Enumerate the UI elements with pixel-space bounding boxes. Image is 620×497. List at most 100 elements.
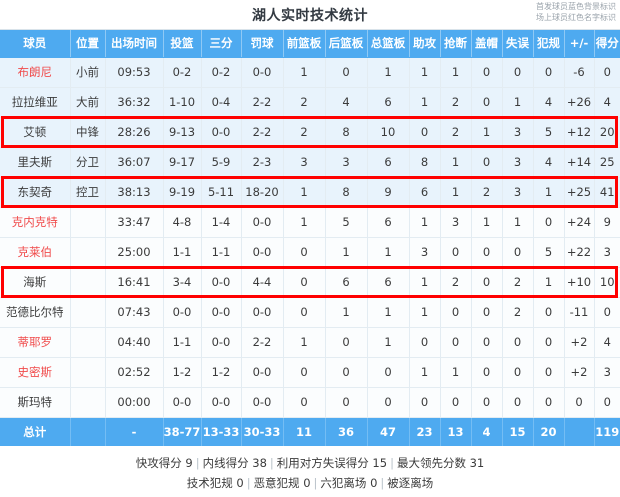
player-name[interactable]: 布朗尼 <box>0 57 71 88</box>
cell-oreb: 1 <box>283 177 326 208</box>
player-name[interactable]: 范德比尔特 <box>0 297 71 328</box>
cell-dreb: 3 <box>325 147 368 178</box>
cell-pm: -11 <box>564 297 595 328</box>
column-header-min[interactable]: 出场时间 <box>105 30 164 58</box>
cell-pts: 0 <box>594 297 620 328</box>
table-row[interactable]: 布朗尼 小前 09:53 0-2 0-2 0-0 1 0 1 1 1 0 0 0 -6 0 <box>0 57 620 88</box>
cell-ast: 6 <box>409 177 441 208</box>
cell-ast: 0 <box>409 327 441 358</box>
cell-pts: 20 <box>594 117 620 148</box>
cell-reb: 1 <box>367 297 410 328</box>
player-name[interactable]: 东契奇 <box>0 177 71 208</box>
table-row[interactable]: 海斯 16:41 3-4 0-0 4-4 0 6 6 1 2 0 2 1 +10 10 <box>0 267 620 298</box>
player-name[interactable]: 里夫斯 <box>0 147 71 178</box>
footer-stat-value: 0 <box>299 476 311 490</box>
total-cell-pts: 119 <box>594 417 620 446</box>
column-header-fg[interactable]: 投篮 <box>163 30 202 58</box>
player-name[interactable]: 海斯 <box>0 267 71 298</box>
cell-pm: +24 <box>564 207 595 238</box>
table-body: 布朗尼 小前 09:53 0-2 0-2 0-0 1 0 1 1 1 0 0 0 -6 0 拉拉维亚 大前 36:3… <box>0 57 620 446</box>
footer-stat-label: 技术犯规 <box>186 476 233 490</box>
cell-ft: 0-0 <box>241 357 284 388</box>
cell-stl: 2 <box>440 267 472 298</box>
cell-tov: 3 <box>502 117 534 148</box>
table-row[interactable]: 克莱伯 25:00 1-1 1-1 0-0 0 1 1 3 0 0 0 5 +22 3 <box>0 237 620 268</box>
column-header-pm[interactable]: +/- <box>564 30 595 58</box>
cell-tov: 2 <box>502 297 534 328</box>
cell-pos: 小前 <box>70 57 106 88</box>
column-header-dreb[interactable]: 后篮板 <box>325 30 368 58</box>
cell-pts: 25 <box>594 147 620 178</box>
cell-tp: 0-2 <box>201 57 242 88</box>
table-row[interactable]: 范德比尔特 07:43 0-0 0-0 0-0 0 1 1 1 0 0 2 0 -11 0 <box>0 297 620 328</box>
table-row[interactable]: 斯玛特 00:00 0-0 0-0 0-0 0 0 0 0 0 0 0 0 0 0 <box>0 387 620 418</box>
footer-stat-value: 15 <box>368 456 388 470</box>
player-name[interactable]: 拉拉维亚 <box>0 87 71 118</box>
column-header-pf[interactable]: 犯规 <box>533 30 565 58</box>
cell-tp: 5-11 <box>201 177 242 208</box>
footer-stat-label: 内线得分 <box>202 456 249 470</box>
column-header-reb[interactable]: 总篮板 <box>367 30 410 58</box>
table-row[interactable]: 艾顿 中锋 28:26 9-13 0-0 2-2 2 8 10 0 2 1 3 5 +12 20 <box>0 117 620 148</box>
cell-pm: +2 <box>564 327 595 358</box>
cell-tp: 0-0 <box>201 297 242 328</box>
cell-fg: 1-1 <box>163 237 202 268</box>
legend-note: 首发球员蓝色背景标识 场上球员红色名字标识 <box>536 1 616 23</box>
cell-pm: +2 <box>564 357 595 388</box>
cell-pf: 5 <box>533 117 565 148</box>
column-header-ft[interactable]: 罚球 <box>241 30 284 58</box>
column-header-oreb[interactable]: 前篮板 <box>283 30 326 58</box>
cell-blk: 0 <box>471 87 503 118</box>
cell-pts: 4 <box>594 327 620 358</box>
total-cell-oreb: 11 <box>283 417 326 446</box>
cell-oreb: 1 <box>283 327 326 358</box>
cell-reb: 1 <box>367 57 410 88</box>
footer-separator: | <box>246 476 251 490</box>
column-header-blk[interactable]: 盖帽 <box>471 30 503 58</box>
cell-dreb: 5 <box>325 207 368 238</box>
table-row[interactable]: 里夫斯 分卫 36:07 9-17 5-9 2-3 3 3 6 8 1 0 3 4 +14 25 <box>0 147 620 178</box>
cell-ft: 18-20 <box>241 177 284 208</box>
cell-fg: 0-0 <box>163 297 202 328</box>
cell-pts: 9 <box>594 207 620 238</box>
column-header-ast[interactable]: 助攻 <box>409 30 441 58</box>
table-row[interactable]: 史密斯 02:52 1-2 1-2 0-0 0 0 0 1 1 0 0 0 +2 3 <box>0 357 620 388</box>
page-title: 湖人实时技术统计 <box>252 8 368 24</box>
cell-tp: 0-4 <box>201 87 242 118</box>
player-name[interactable]: 斯玛特 <box>0 387 71 418</box>
cell-fg: 4-8 <box>163 207 202 238</box>
table-row[interactable]: 拉拉维亚 大前 36:32 1-10 0-4 2-2 2 4 6 1 2 0 1 4 +26 4 <box>0 87 620 118</box>
cell-blk: 1 <box>471 207 503 238</box>
cell-ft: 0-0 <box>241 57 284 88</box>
column-header-pos[interactable]: 位置 <box>70 30 106 58</box>
cell-oreb: 0 <box>283 237 326 268</box>
total-cell-name: 总计 <box>0 417 71 446</box>
player-name[interactable]: 艾顿 <box>0 117 71 148</box>
column-header-pts[interactable]: 得分 <box>594 30 620 58</box>
cell-blk: 0 <box>471 297 503 328</box>
cell-stl: 2 <box>440 87 472 118</box>
table-row[interactable]: 东契奇 控卫 38:13 9-19 5-11 18-20 1 8 9 6 1 2 3 1 +25 41 <box>0 177 620 208</box>
player-name[interactable]: 蒂耶罗 <box>0 327 71 358</box>
cell-pm: +12 <box>564 117 595 148</box>
column-header-tov[interactable]: 失误 <box>502 30 534 58</box>
column-header-stl[interactable]: 抢断 <box>440 30 472 58</box>
player-name[interactable]: 克莱伯 <box>0 237 71 268</box>
table-row[interactable]: 克内克特 33:47 4-8 1-4 0-0 1 5 6 1 3 1 1 0 +24 9 <box>0 207 620 238</box>
panel-header: 湖人实时技术统计 首发球员蓝色背景标识 场上球员红色名字标识 <box>0 0 620 30</box>
cell-oreb: 3 <box>283 147 326 178</box>
cell-tov: 3 <box>502 177 534 208</box>
footer-stat-value: 9 <box>181 456 193 470</box>
column-header-name[interactable]: 球员 <box>0 30 71 58</box>
player-name[interactable]: 克内克特 <box>0 207 71 238</box>
player-name[interactable]: 史密斯 <box>0 357 71 388</box>
cell-oreb: 0 <box>283 387 326 418</box>
cell-fg: 1-10 <box>163 87 202 118</box>
cell-dreb: 8 <box>325 117 368 148</box>
cell-tp: 1-2 <box>201 357 242 388</box>
cell-pts: 10 <box>594 267 620 298</box>
cell-pos <box>70 327 106 358</box>
table-row[interactable]: 蒂耶罗 04:40 1-1 0-0 2-2 1 0 1 0 0 0 0 0 +2 4 <box>0 327 620 358</box>
cell-pts: 3 <box>594 357 620 388</box>
column-header-tp[interactable]: 三分 <box>201 30 242 58</box>
